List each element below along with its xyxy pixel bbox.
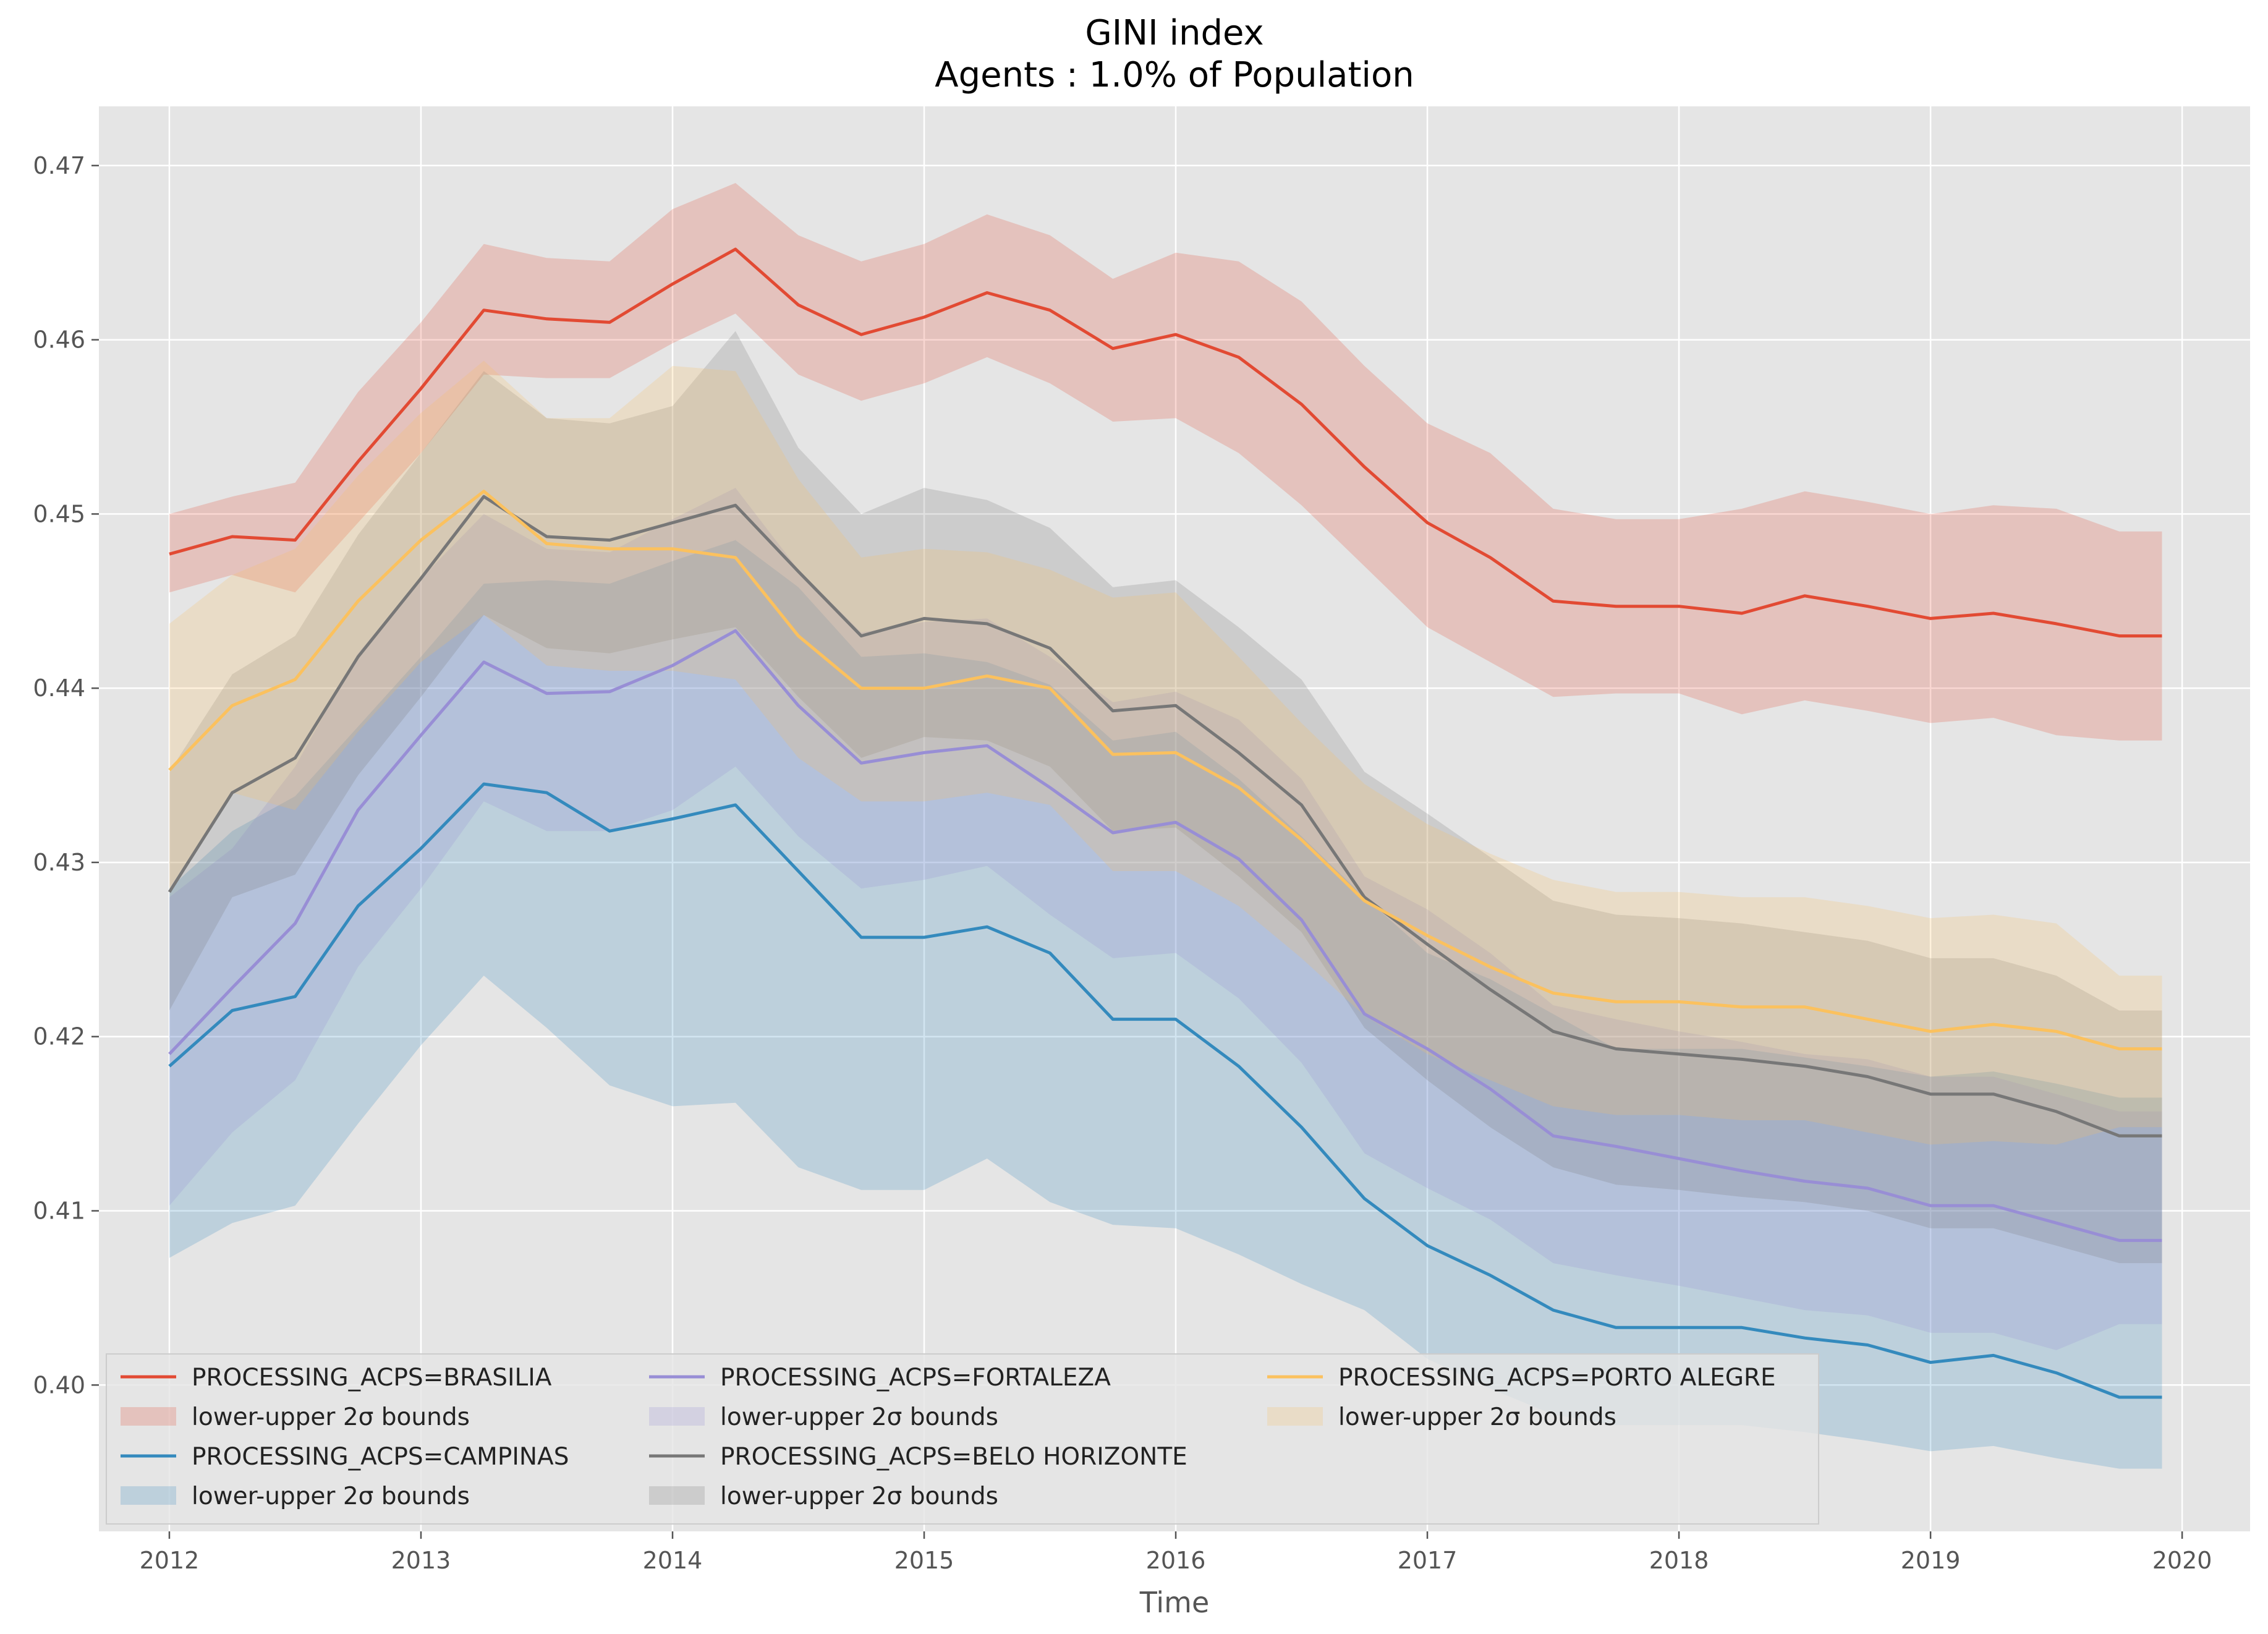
y-tick-label: 0.47 <box>33 152 85 179</box>
grid-lines <box>99 106 2250 1531</box>
x-tick-label: 2012 <box>140 1547 200 1574</box>
y-tick-label: 0.44 <box>33 674 85 702</box>
y-tick-label: 0.43 <box>33 849 85 876</box>
legend-label: lower-upper 2σ bounds <box>1338 1403 1616 1431</box>
y-tick-label: 0.45 <box>33 500 85 527</box>
series-line-2 <box>168 629 2162 1242</box>
chart-title: GINI index <box>1085 13 1264 53</box>
band-0 <box>169 183 2162 741</box>
x-tick-label: 2020 <box>2152 1547 2212 1574</box>
series-line-0 <box>169 247 2162 638</box>
series-lines <box>168 247 2162 1399</box>
legend-band-swatch <box>1267 1407 1323 1426</box>
legend-label: lower-upper 2σ bounds <box>192 1403 470 1431</box>
legend-label: lower-upper 2σ bounds <box>192 1483 470 1510</box>
legend: PROCESSING_ACPS=BRASILIA lower-upper 2σ b… <box>106 1353 1819 1525</box>
y-tick-label: 0.46 <box>33 326 85 354</box>
legend-label: PROCESSING_ACPS=CAMPINAS <box>192 1443 569 1471</box>
legend-label: PROCESSING_ACPS=FORTALEZA <box>720 1364 1111 1392</box>
x-tick-label: 2017 <box>1398 1547 1458 1574</box>
y-tick-label: 0.41 <box>33 1198 85 1225</box>
legend-band-swatch <box>649 1407 705 1426</box>
legend-box <box>106 1353 1819 1525</box>
legend-band-swatch <box>121 1486 176 1505</box>
legend-band-swatch <box>649 1486 705 1505</box>
x-tick-label: 2016 <box>1146 1547 1206 1574</box>
band-1 <box>169 540 2162 1469</box>
legend-label: PROCESSING_ACPS=BELO HORIZONTE <box>720 1443 1187 1471</box>
legend-label: lower-upper 2σ bounds <box>720 1403 998 1431</box>
series-line-1 <box>168 782 2162 1399</box>
x-tick-label: 2014 <box>643 1547 703 1574</box>
x-tick-label: 2019 <box>1901 1547 1961 1574</box>
x-axis-title: Time <box>1139 1586 1210 1619</box>
series-line-4 <box>168 490 2162 1050</box>
band-3 <box>169 331 2162 1264</box>
x-tick-label: 2013 <box>391 1547 451 1574</box>
legend-label: PROCESSING_ACPS=BRASILIA <box>192 1364 552 1392</box>
y-tick-label: 0.42 <box>33 1023 85 1050</box>
band-2 <box>169 488 2162 1350</box>
x-tick-label: 2015 <box>894 1547 954 1574</box>
y-axis-ticks: 0.40 0.41 0.42 0.43 0.44 0.45 0.46 0.47 <box>33 152 99 1398</box>
chart-subtitle: Agents : 1.0% of Population <box>935 55 1414 95</box>
x-tick-label: 2018 <box>1649 1547 1709 1574</box>
x-axis-ticks: 2012 2013 2014 2015 2016 2017 2018 2019 2020 <box>140 1531 2212 1574</box>
legend-label: lower-upper 2σ bounds <box>720 1483 998 1510</box>
y-tick-label: 0.40 <box>33 1371 85 1398</box>
legend-band-swatch <box>121 1407 176 1426</box>
legend-label: PROCESSING_ACPS=PORTO ALEGRE <box>1338 1364 1776 1392</box>
